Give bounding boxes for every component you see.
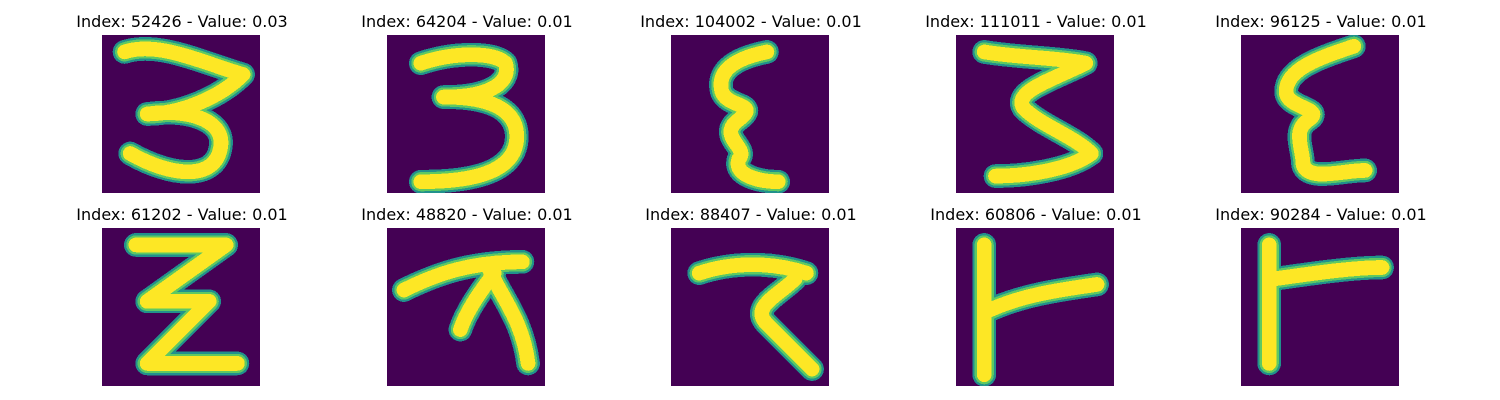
panel-title: Index: 88407 - Value: 0.01 [645,205,857,224]
digit-image [956,228,1114,386]
digit-image [956,35,1114,193]
panel-title: Index: 90284 - Value: 0.01 [1215,205,1427,224]
digit-image [102,35,260,193]
panel-title: Index: 61202 - Value: 0.01 [76,205,288,224]
panel-title: Index: 96125 - Value: 0.01 [1215,12,1427,31]
panel-title: Index: 64204 - Value: 0.01 [361,12,573,31]
digit-image [102,228,260,386]
digit-image [671,228,829,386]
panel-title: Index: 52426 - Value: 0.03 [76,12,288,31]
digit-image [671,35,829,193]
panel-title: Index: 104002 - Value: 0.01 [640,12,862,31]
digit-image [387,228,545,386]
panel-title: Index: 60806 - Value: 0.01 [930,205,1142,224]
digit-image [387,35,545,193]
digit-image [1241,228,1399,386]
digit-image [1241,35,1399,193]
panel-title: Index: 111011 - Value: 0.01 [925,12,1147,31]
panel-title: Index: 48820 - Value: 0.01 [361,205,573,224]
